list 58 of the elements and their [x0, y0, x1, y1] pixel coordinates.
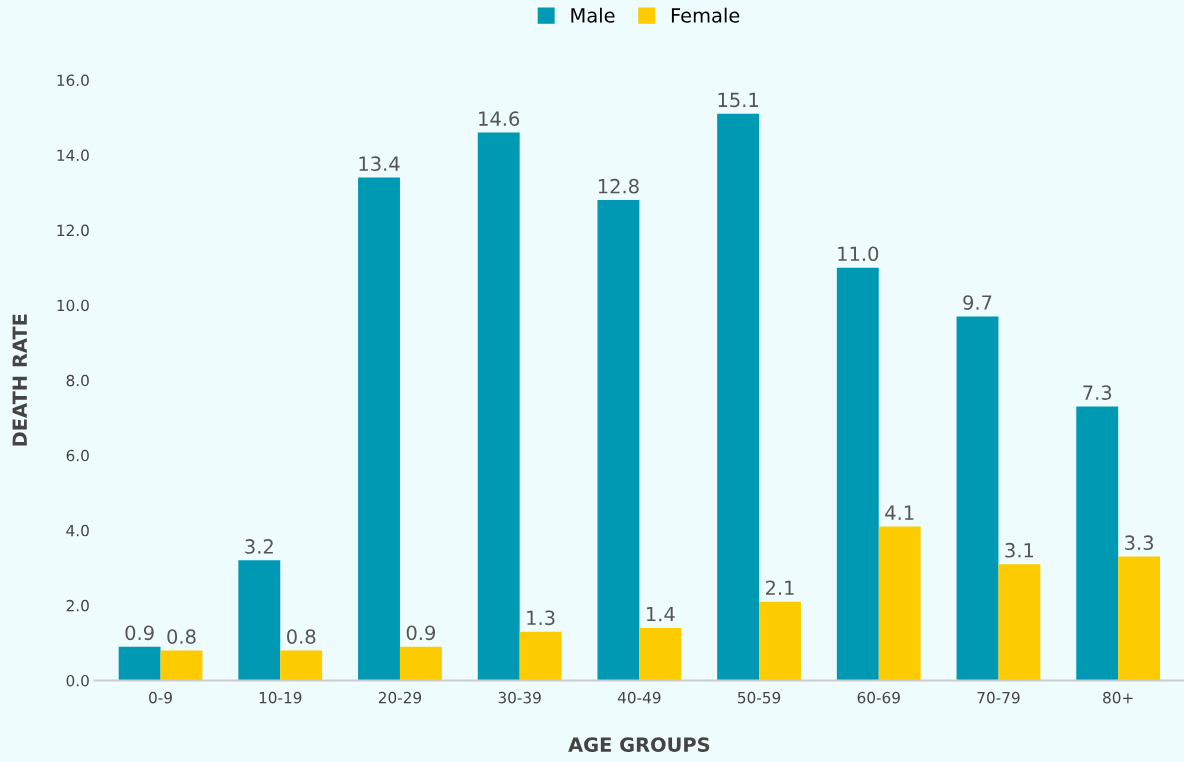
- data-label: 3.1: [1005, 542, 1034, 558]
- bar: [160, 650, 203, 681]
- y-axis-title: DEATH RATE: [12, 314, 27, 446]
- x-tick-label: 60-69: [857, 691, 900, 704]
- data-label: 14.6: [479, 111, 520, 126]
- y-tick-label: 2.0: [66, 599, 89, 612]
- x-tick-label: 20-29: [378, 691, 422, 704]
- bar: [1076, 406, 1119, 681]
- y-tick-label: 6.0: [66, 449, 89, 462]
- bar: [597, 200, 640, 681]
- x-tick-label: 50-59: [738, 691, 781, 704]
- y-tick-label: 10.0: [57, 299, 89, 312]
- bar: [519, 631, 562, 681]
- data-label: 12.8: [598, 178, 639, 194]
- y-tick-label: 0.0: [66, 674, 89, 687]
- bar: [399, 646, 442, 681]
- data-label: 1.3: [527, 610, 555, 626]
- data-label: 15.1: [718, 92, 758, 108]
- data-label: 13.4: [359, 156, 400, 172]
- bar: [956, 316, 999, 681]
- legend-label: Male: [571, 7, 615, 23]
- data-label: 3.3: [1125, 535, 1154, 551]
- y-tick-label: 4.0: [66, 524, 89, 537]
- bar: [639, 627, 682, 681]
- x-tick-label: 80+: [1103, 691, 1133, 704]
- y-tick-label: 14.0: [57, 149, 89, 162]
- y-tick-label: 12.0: [57, 224, 89, 237]
- data-label: 7.3: [1083, 385, 1112, 400]
- x-tick-label: 10-19: [259, 691, 302, 704]
- bar: [477, 132, 520, 681]
- bar: [878, 526, 921, 681]
- bar: [1118, 556, 1161, 681]
- bar: [118, 646, 161, 681]
- data-label: 3.2: [245, 539, 273, 554]
- bar: [717, 113, 760, 681]
- bar: [358, 177, 400, 681]
- bar: [998, 564, 1041, 681]
- bar: [280, 650, 323, 681]
- data-label: 0.8: [287, 629, 316, 644]
- y-tick-label: 8.0: [66, 374, 89, 387]
- x-tick-label: 0-9: [149, 691, 172, 704]
- data-label: 2.1: [765, 580, 794, 595]
- data-label: 9.7: [963, 295, 992, 310]
- bar: [759, 601, 801, 681]
- bar: [836, 267, 879, 681]
- x-tick-label: 70-79: [977, 691, 1020, 704]
- legend-label: Female: [671, 7, 740, 23]
- x-axis-title: AGE GROUPS: [568, 737, 710, 752]
- y-tick-label: 16.0: [57, 74, 89, 87]
- data-label: 4.1: [885, 505, 914, 520]
- data-label: 0.9: [406, 625, 435, 641]
- data-label: 0.8: [167, 629, 196, 644]
- x-tick-label: 40-49: [617, 691, 661, 704]
- data-label: 1.4: [646, 606, 675, 622]
- data-label: 0.9: [125, 625, 154, 641]
- data-label: 11.0: [838, 246, 879, 262]
- x-tick-label: 30-39: [498, 691, 541, 704]
- bar: [238, 560, 281, 681]
